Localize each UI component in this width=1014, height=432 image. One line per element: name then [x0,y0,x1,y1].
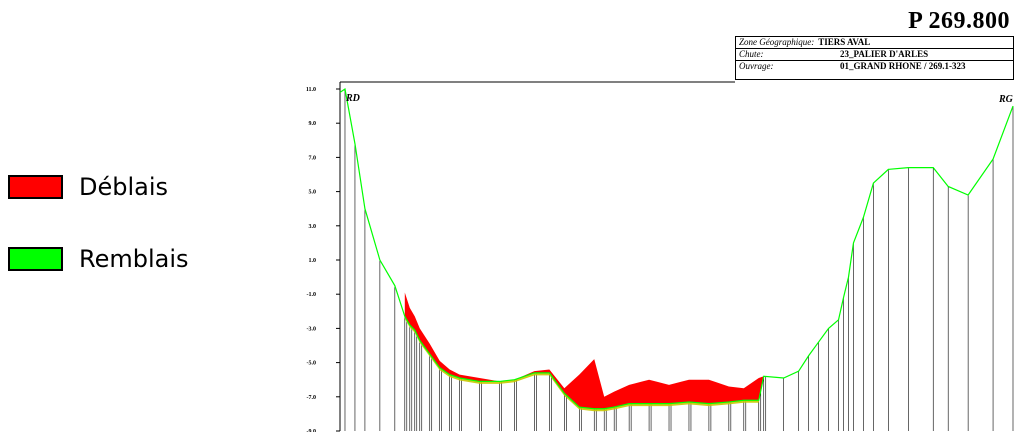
bank-label-left: RD [345,93,360,104]
legend-remblais: Remblais [8,245,189,273]
zone-value: TIERS AVAL [818,37,871,47]
chute-label: Chute: [739,49,764,59]
series-remblais-line [339,87,1014,410]
y-tick-label: 11.0 [306,87,316,93]
zone-label: Zone Géographique: [739,37,815,47]
legend-swatch-remblais [8,247,63,271]
y-tick-label: 5.0 [309,190,317,196]
series-deblais-area [404,292,764,409]
info-row-zone: Zone Géographique: TIERS AVAL [736,37,1013,49]
ouvrage-value: 01_GRAND RHONE / 269.1-323 [840,61,966,71]
y-tick-label: 7.0 [309,155,317,161]
ouvrage-label: Ouvrage: [739,61,774,71]
bank-label-right: RG [998,94,1014,105]
y-tick-label: -5.0 [307,361,317,367]
y-tick-label: -3.0 [307,326,317,332]
info-row-ouvrage: Ouvrage: 01_GRAND RHONE / 269.1-323 [736,61,1013,72]
info-row-chute: Chute: 23_PALIER D'ARLES [736,49,1013,61]
y-tick-label: -7.0 [307,395,317,401]
legend-label-deblais: Déblais [79,173,169,201]
y-tick-label: -1.0 [307,292,317,298]
chute-value: 23_PALIER D'ARLES [840,49,929,59]
y-tick-label: 3.0 [309,224,317,230]
legend-label-remblais: Remblais [79,245,189,273]
profile-title: P 269.800 [908,8,1010,34]
legend-swatch-deblais [8,175,63,199]
y-tick-label: 9.0 [309,121,317,127]
y-tick-label: -9.0 [307,429,317,432]
legend-deblais: Déblais [8,173,168,201]
y-tick-label: 1.0 [309,258,317,264]
